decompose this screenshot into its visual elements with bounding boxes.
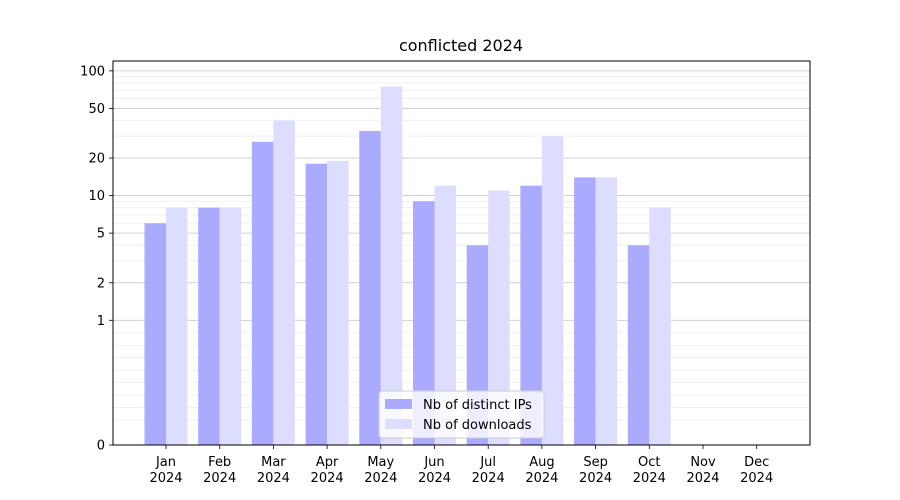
x-tick-label-year: 2024	[633, 471, 666, 486]
bar-downloads	[595, 177, 618, 445]
legend-swatch	[385, 419, 412, 429]
x-tick-label-month: Aug	[529, 455, 554, 470]
x-tick-label-month: Sep	[583, 455, 608, 470]
x-tick-label-year: 2024	[740, 471, 773, 486]
x-tick-label-year: 2024	[149, 471, 182, 486]
x-tick-label-year: 2024	[686, 471, 719, 486]
x-tick-label-year: 2024	[418, 471, 451, 486]
legend-box	[378, 390, 545, 439]
x-tick-label-month: Jan	[155, 455, 176, 470]
bar-distinct-ips	[144, 223, 166, 445]
x-tick-label-year: 2024	[525, 471, 558, 486]
x-tick-label-month: Feb	[208, 455, 231, 470]
x-tick-label-month: Mar	[261, 455, 286, 470]
y-tick-label: 50	[88, 102, 105, 117]
y-tick-label: 2	[97, 276, 105, 291]
x-tick-label-year: 2024	[257, 471, 290, 486]
y-tick-label: 10	[88, 189, 105, 204]
bar-downloads	[649, 207, 671, 445]
x-tick-label-month: Dec	[744, 455, 769, 470]
x-tick-label-year: 2024	[203, 471, 236, 486]
x-tick-label-year: 2024	[579, 471, 612, 486]
y-tick-label: 5	[97, 227, 105, 242]
legend-label: Nb of distinct IPs	[423, 398, 532, 413]
legend-label: Nb of downloads	[423, 418, 532, 433]
bars	[144, 86, 671, 446]
bar-distinct-ips	[305, 163, 328, 445]
chart-title: conflicted 2024	[399, 36, 523, 55]
axes: 0125102050100Jan2024Feb2024Mar2024Apr202…	[80, 60, 811, 486]
bar-downloads	[541, 136, 564, 446]
bar-downloads	[219, 207, 242, 445]
x-tick-label-year: 2024	[472, 471, 505, 486]
x-tick-label-month: Nov	[690, 455, 716, 470]
x-tick-label-year: 2024	[364, 471, 397, 486]
x-tick-label-month: Jul	[479, 455, 496, 470]
x-tick-label-month: May	[367, 455, 394, 470]
bar-distinct-ips	[627, 245, 650, 445]
bar-distinct-ips	[574, 177, 596, 445]
bar-distinct-ips	[413, 201, 435, 445]
bar-distinct-ips	[198, 207, 220, 445]
bar-downloads	[327, 160, 349, 445]
bar-downloads	[434, 185, 456, 445]
bar-downloads	[166, 207, 188, 445]
legend: Nb of distinct IPs Nb of downloads	[378, 390, 545, 439]
bar-distinct-ips	[251, 141, 274, 445]
x-tick-label-month: Oct	[638, 455, 660, 470]
bar-distinct-ips	[520, 185, 542, 445]
x-tick-label-month: Apr	[316, 455, 339, 470]
y-tick-label: 0	[97, 439, 105, 454]
y-tick-label: 20	[88, 152, 105, 167]
legend-swatch	[385, 399, 412, 409]
bar-distinct-ips	[359, 130, 381, 445]
y-tick-label: 100	[80, 64, 105, 79]
plot-frame	[112, 60, 811, 446]
y-tick-label: 1	[97, 314, 105, 329]
x-tick-label-month: Jun	[423, 455, 444, 470]
bar-downloads	[273, 120, 295, 445]
bar-downloads	[488, 190, 510, 445]
bar-downloads	[380, 86, 403, 445]
x-tick-label-year: 2024	[311, 471, 344, 486]
